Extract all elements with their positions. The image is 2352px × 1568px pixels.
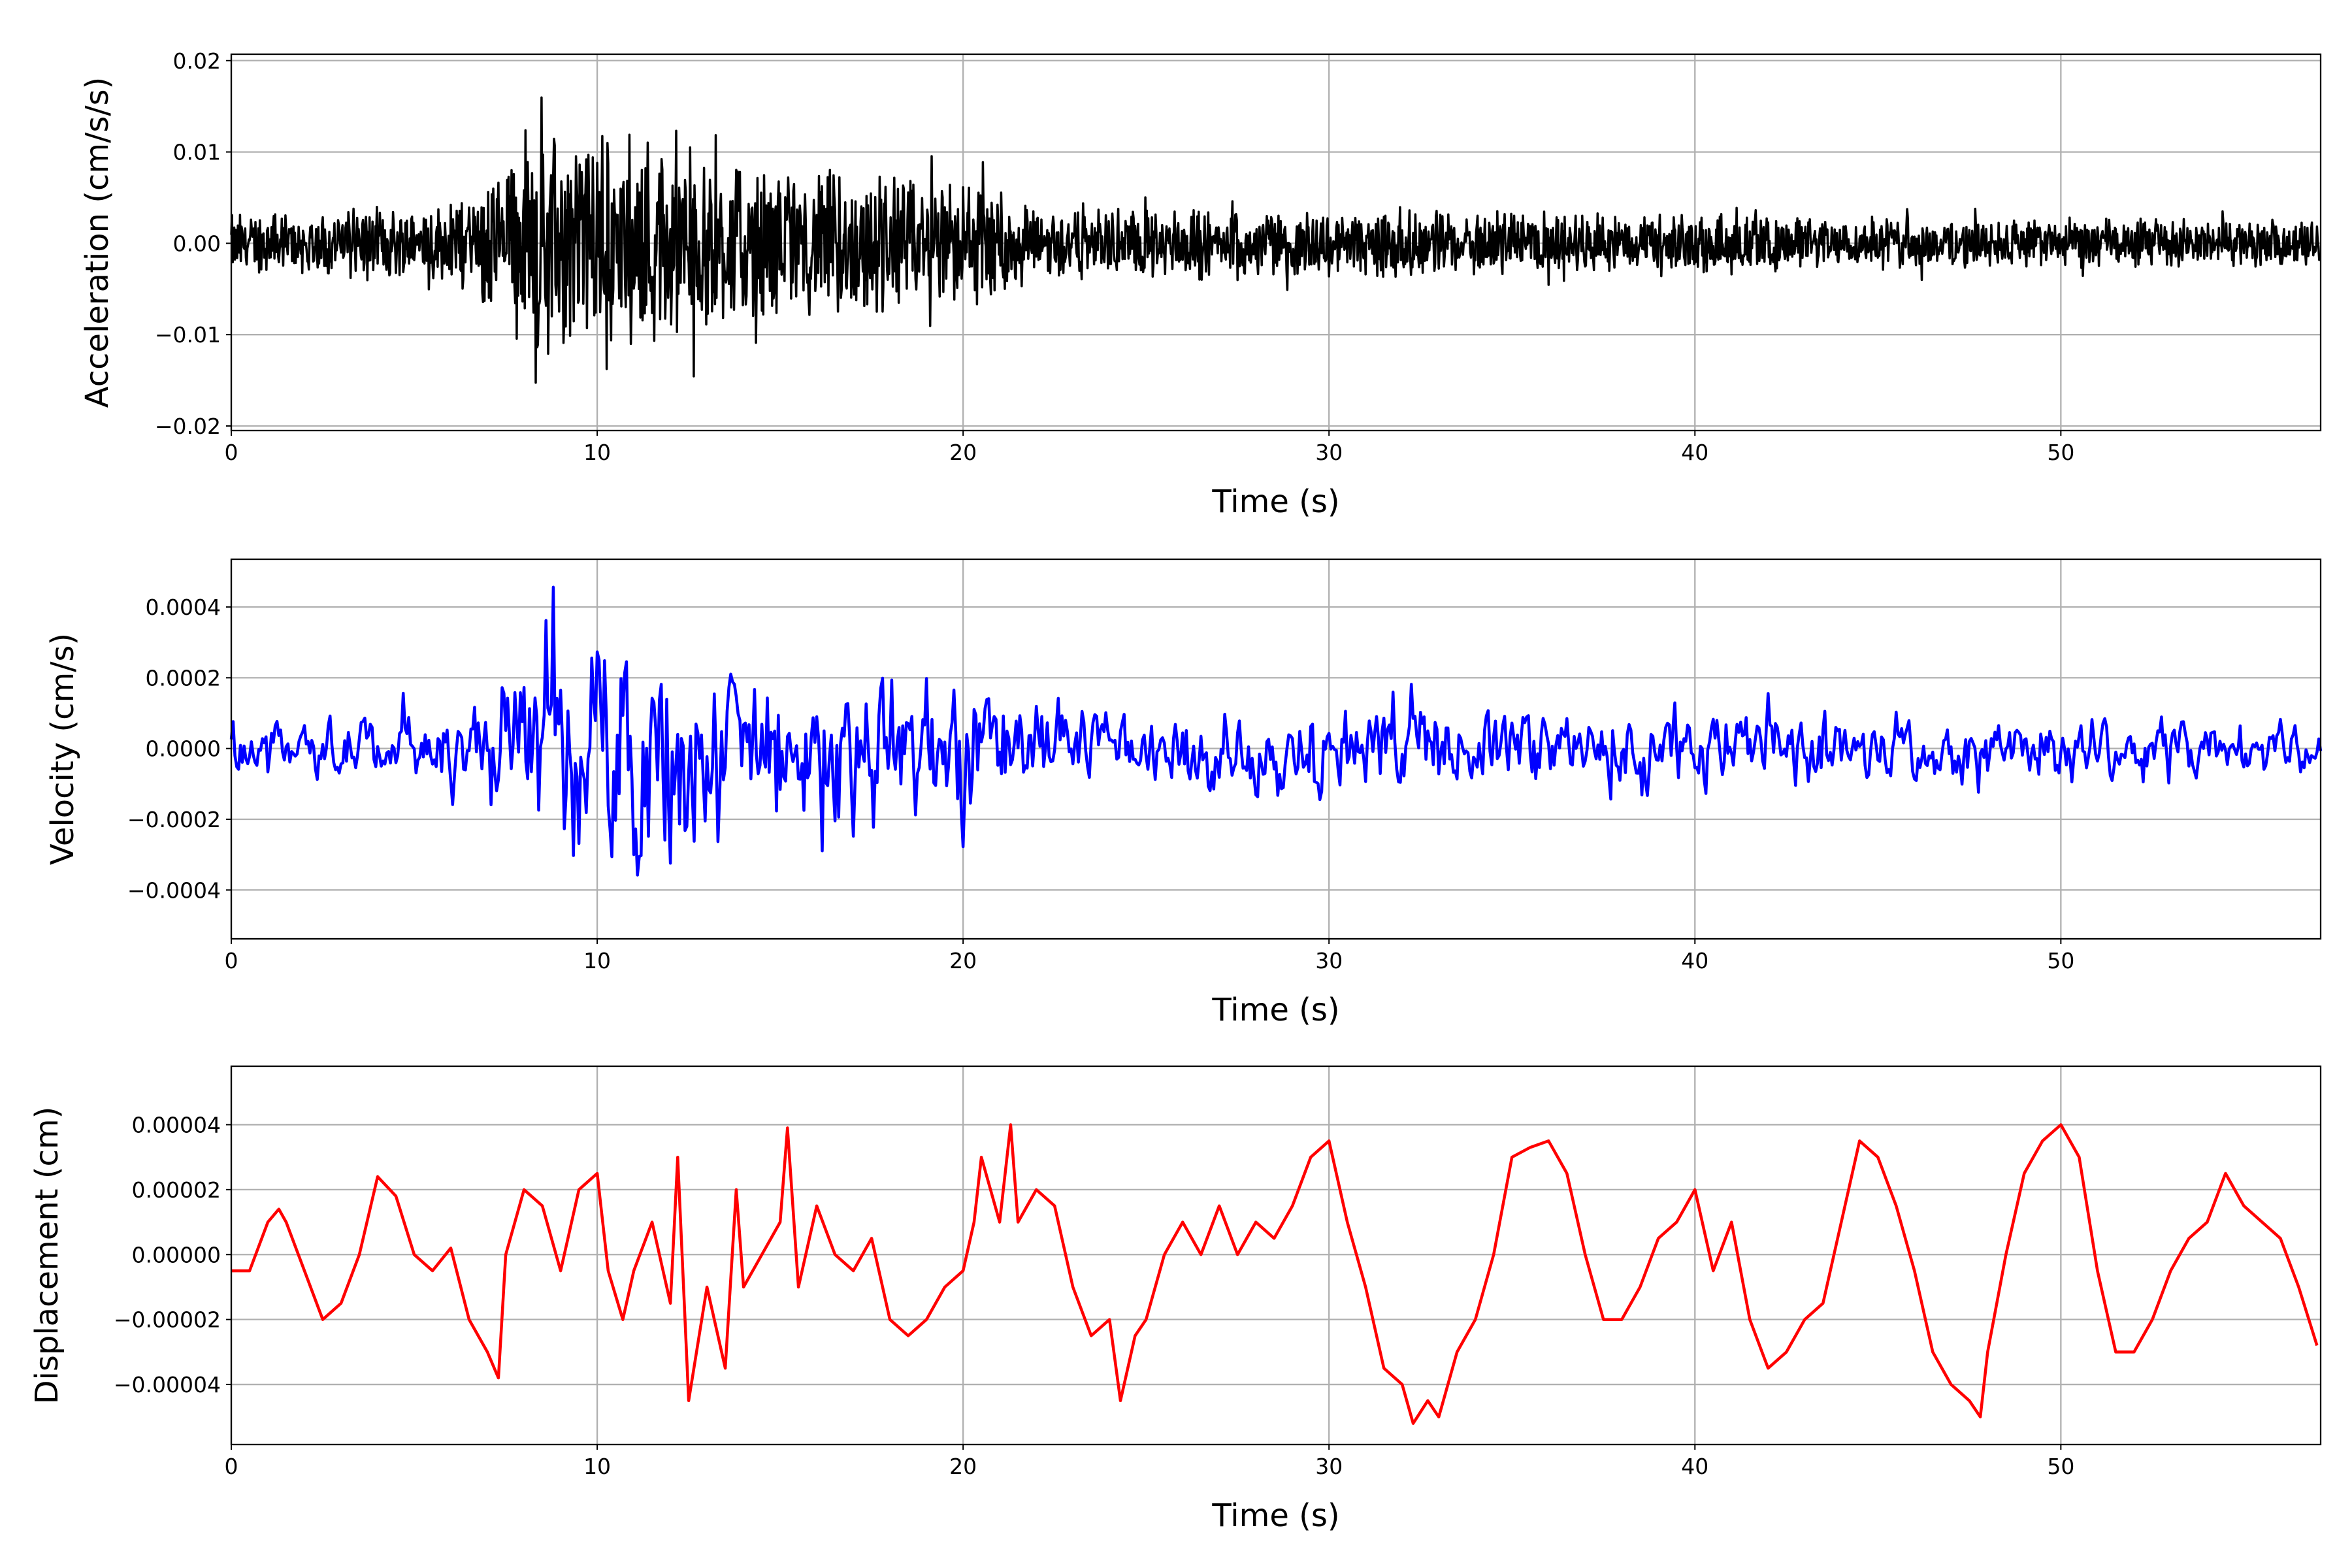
y-tick-label: 0.00: [173, 231, 221, 256]
x-tick-label: 40: [1681, 1454, 1708, 1479]
x-tick-label: 30: [1315, 1454, 1343, 1479]
y-tick-label: 0.00000: [132, 1242, 221, 1267]
y-tick-label: 0.0002: [146, 665, 221, 691]
y-tick-label: −0.00002: [114, 1307, 221, 1333]
x-tick-label: 20: [949, 440, 977, 465]
x-tick-label: 20: [949, 1454, 977, 1479]
x-tick-label: 10: [583, 440, 611, 465]
displacement-axes-frame: [230, 1065, 2322, 1446]
x-tick-label: 10: [583, 1454, 611, 1479]
x-tick-label: 50: [2047, 440, 2074, 465]
acceleration-plot: 0 10 20 30 40 50 −0.02 −0.01 0.00 0.01 0.02 Time (s…: [79, 48, 2322, 520]
y-tick-label: 0.02: [173, 48, 221, 74]
x-tick-label: 40: [1681, 948, 1708, 973]
x-tick-label: 50: [2047, 948, 2074, 973]
displacement-series-line: [231, 1123, 2319, 1425]
acceleration-ylabel: Acceleration (cm/s/s): [79, 77, 116, 408]
x-tick-label: 40: [1681, 440, 1708, 465]
x-tick-label: 0: [225, 440, 238, 465]
y-tick-label: −0.0002: [127, 807, 221, 832]
x-tick-label: 30: [1315, 948, 1343, 973]
y-tick-label: −0.02: [155, 414, 221, 439]
y-tick-label: −0.01: [155, 322, 221, 348]
y-tick-label: 0.0000: [146, 736, 221, 762]
y-tick-label: 0.0004: [146, 595, 221, 620]
displacement-ylabel: Displacement (cm): [29, 1107, 65, 1405]
x-tick-label: 20: [949, 948, 977, 973]
acceleration-xlabel: Time (s): [1211, 483, 1339, 520]
x-tick-label: 10: [583, 948, 611, 973]
velocity-plot: 0 10 20 30 40 50 −0.0004 −0.0002 0.0000 0.0002 0.0…: [44, 558, 2323, 1028]
y-tick-label: 0.00004: [132, 1112, 221, 1137]
displacement-xlabel: Time (s): [1211, 1497, 1339, 1534]
x-tick-label: 50: [2047, 1454, 2074, 1479]
velocity-xlabel: Time (s): [1211, 992, 1339, 1028]
displacement-plot: 0 10 20 30 40 50 −0.00004 −0.00002 0.00000 0.0000…: [29, 1065, 2322, 1534]
x-tick-label: 30: [1315, 440, 1343, 465]
y-tick-label: −0.00004: [114, 1372, 221, 1397]
velocity-ylabel: Velocity (cm/s): [44, 633, 81, 865]
acceleration-axes-frame: [230, 53, 2322, 432]
y-tick-label: 0.00002: [132, 1177, 221, 1203]
y-tick-label: 0.01: [173, 140, 221, 165]
acceleration-series-line: [230, 96, 2321, 384]
velocity-series-line: [229, 585, 2323, 877]
x-tick-label: 0: [225, 948, 238, 973]
x-tick-label: 0: [225, 1454, 238, 1479]
y-tick-label: −0.0004: [127, 877, 221, 903]
